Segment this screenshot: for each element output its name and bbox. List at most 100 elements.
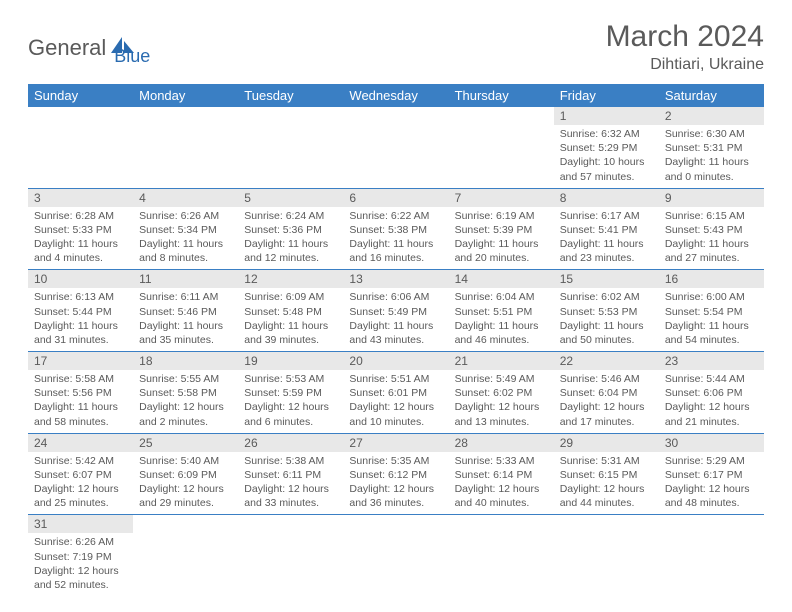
day-cell: 10Sunrise: 6:13 AMSunset: 5:44 PMDayligh…: [28, 270, 133, 352]
day-content: Sunrise: 5:46 AMSunset: 6:04 PMDaylight:…: [554, 370, 659, 433]
day-cell: 14Sunrise: 6:04 AMSunset: 5:51 PMDayligh…: [449, 270, 554, 352]
day-number: 9: [659, 189, 764, 207]
weekday-thursday: Thursday: [449, 84, 554, 107]
empty-cell: [133, 515, 238, 596]
day-cell: 17Sunrise: 5:58 AMSunset: 5:56 PMDayligh…: [28, 352, 133, 434]
day-cell: 1Sunrise: 6:32 AMSunset: 5:29 PMDaylight…: [554, 107, 659, 188]
day-number: 11: [133, 270, 238, 288]
weekday-monday: Monday: [133, 84, 238, 107]
day-content: Sunrise: 6:28 AMSunset: 5:33 PMDaylight:…: [28, 207, 133, 270]
day-content: Sunrise: 6:19 AMSunset: 5:39 PMDaylight:…: [449, 207, 554, 270]
calendar-row: 1Sunrise: 6:32 AMSunset: 5:29 PMDaylight…: [28, 107, 764, 188]
day-number: 7: [449, 189, 554, 207]
calendar-row: 31Sunrise: 6:26 AMSunset: 7:19 PMDayligh…: [28, 515, 764, 596]
day-content: Sunrise: 5:58 AMSunset: 5:56 PMDaylight:…: [28, 370, 133, 433]
day-cell: 12Sunrise: 6:09 AMSunset: 5:48 PMDayligh…: [238, 270, 343, 352]
day-number: 2: [659, 107, 764, 125]
day-cell: 30Sunrise: 5:29 AMSunset: 6:17 PMDayligh…: [659, 433, 764, 515]
day-number: 23: [659, 352, 764, 370]
day-cell: 28Sunrise: 5:33 AMSunset: 6:14 PMDayligh…: [449, 433, 554, 515]
day-content: Sunrise: 6:13 AMSunset: 5:44 PMDaylight:…: [28, 288, 133, 351]
day-number: 8: [554, 189, 659, 207]
day-number: 30: [659, 434, 764, 452]
day-cell: 15Sunrise: 6:02 AMSunset: 5:53 PMDayligh…: [554, 270, 659, 352]
day-cell: 4Sunrise: 6:26 AMSunset: 5:34 PMDaylight…: [133, 188, 238, 270]
day-content: Sunrise: 5:40 AMSunset: 6:09 PMDaylight:…: [133, 452, 238, 515]
day-content: Sunrise: 6:11 AMSunset: 5:46 PMDaylight:…: [133, 288, 238, 351]
day-cell: 26Sunrise: 5:38 AMSunset: 6:11 PMDayligh…: [238, 433, 343, 515]
logo: General Blue: [28, 28, 150, 67]
empty-cell: [343, 107, 448, 188]
day-content: Sunrise: 5:35 AMSunset: 6:12 PMDaylight:…: [343, 452, 448, 515]
day-content: Sunrise: 5:53 AMSunset: 5:59 PMDaylight:…: [238, 370, 343, 433]
day-number: 14: [449, 270, 554, 288]
calendar-row: 17Sunrise: 5:58 AMSunset: 5:56 PMDayligh…: [28, 352, 764, 434]
empty-cell: [133, 107, 238, 188]
day-number: 29: [554, 434, 659, 452]
calendar-table: Sunday Monday Tuesday Wednesday Thursday…: [28, 84, 764, 596]
day-cell: 16Sunrise: 6:00 AMSunset: 5:54 PMDayligh…: [659, 270, 764, 352]
day-number: 27: [343, 434, 448, 452]
day-number: 20: [343, 352, 448, 370]
day-cell: 27Sunrise: 5:35 AMSunset: 6:12 PMDayligh…: [343, 433, 448, 515]
day-number: 13: [343, 270, 448, 288]
weekday-tuesday: Tuesday: [238, 84, 343, 107]
empty-cell: [28, 107, 133, 188]
calendar-row: 3Sunrise: 6:28 AMSunset: 5:33 PMDaylight…: [28, 188, 764, 270]
day-cell: 23Sunrise: 5:44 AMSunset: 6:06 PMDayligh…: [659, 352, 764, 434]
day-cell: 21Sunrise: 5:49 AMSunset: 6:02 PMDayligh…: [449, 352, 554, 434]
day-content: Sunrise: 5:31 AMSunset: 6:15 PMDaylight:…: [554, 452, 659, 515]
day-content: Sunrise: 6:30 AMSunset: 5:31 PMDaylight:…: [659, 125, 764, 188]
day-number: 5: [238, 189, 343, 207]
day-number: 12: [238, 270, 343, 288]
day-cell: 22Sunrise: 5:46 AMSunset: 6:04 PMDayligh…: [554, 352, 659, 434]
logo-text-blue: Blue: [114, 46, 150, 67]
day-content: Sunrise: 5:38 AMSunset: 6:11 PMDaylight:…: [238, 452, 343, 515]
day-content: Sunrise: 6:02 AMSunset: 5:53 PMDaylight:…: [554, 288, 659, 351]
day-content: Sunrise: 5:33 AMSunset: 6:14 PMDaylight:…: [449, 452, 554, 515]
day-number: 6: [343, 189, 448, 207]
weekday-saturday: Saturday: [659, 84, 764, 107]
day-cell: 9Sunrise: 6:15 AMSunset: 5:43 PMDaylight…: [659, 188, 764, 270]
day-cell: 2Sunrise: 6:30 AMSunset: 5:31 PMDaylight…: [659, 107, 764, 188]
day-number: 28: [449, 434, 554, 452]
day-content: Sunrise: 6:22 AMSunset: 5:38 PMDaylight:…: [343, 207, 448, 270]
day-cell: 24Sunrise: 5:42 AMSunset: 6:07 PMDayligh…: [28, 433, 133, 515]
day-number: 10: [28, 270, 133, 288]
day-content: Sunrise: 6:17 AMSunset: 5:41 PMDaylight:…: [554, 207, 659, 270]
day-cell: 5Sunrise: 6:24 AMSunset: 5:36 PMDaylight…: [238, 188, 343, 270]
empty-cell: [343, 515, 448, 596]
day-content: Sunrise: 6:00 AMSunset: 5:54 PMDaylight:…: [659, 288, 764, 351]
day-number: 21: [449, 352, 554, 370]
day-content: Sunrise: 6:06 AMSunset: 5:49 PMDaylight:…: [343, 288, 448, 351]
day-cell: 8Sunrise: 6:17 AMSunset: 5:41 PMDaylight…: [554, 188, 659, 270]
empty-cell: [659, 515, 764, 596]
day-number: 24: [28, 434, 133, 452]
day-number: 25: [133, 434, 238, 452]
day-content: Sunrise: 6:32 AMSunset: 5:29 PMDaylight:…: [554, 125, 659, 188]
day-content: Sunrise: 6:26 AMSunset: 7:19 PMDaylight:…: [28, 533, 133, 596]
day-number: 19: [238, 352, 343, 370]
day-number: 1: [554, 107, 659, 125]
calendar-row: 10Sunrise: 6:13 AMSunset: 5:44 PMDayligh…: [28, 270, 764, 352]
day-cell: 18Sunrise: 5:55 AMSunset: 5:58 PMDayligh…: [133, 352, 238, 434]
day-content: Sunrise: 5:55 AMSunset: 5:58 PMDaylight:…: [133, 370, 238, 433]
title-block: March 2024 Dihtiari, Ukraine: [606, 20, 764, 74]
day-content: Sunrise: 5:44 AMSunset: 6:06 PMDaylight:…: [659, 370, 764, 433]
calendar-body: 1Sunrise: 6:32 AMSunset: 5:29 PMDaylight…: [28, 107, 764, 596]
day-content: Sunrise: 6:24 AMSunset: 5:36 PMDaylight:…: [238, 207, 343, 270]
day-content: Sunrise: 6:09 AMSunset: 5:48 PMDaylight:…: [238, 288, 343, 351]
weekday-sunday: Sunday: [28, 84, 133, 107]
day-content: Sunrise: 6:04 AMSunset: 5:51 PMDaylight:…: [449, 288, 554, 351]
day-cell: 25Sunrise: 5:40 AMSunset: 6:09 PMDayligh…: [133, 433, 238, 515]
day-cell: 11Sunrise: 6:11 AMSunset: 5:46 PMDayligh…: [133, 270, 238, 352]
empty-cell: [238, 107, 343, 188]
day-cell: 19Sunrise: 5:53 AMSunset: 5:59 PMDayligh…: [238, 352, 343, 434]
day-cell: 31Sunrise: 6:26 AMSunset: 7:19 PMDayligh…: [28, 515, 133, 596]
day-number: 3: [28, 189, 133, 207]
day-number: 15: [554, 270, 659, 288]
day-cell: 20Sunrise: 5:51 AMSunset: 6:01 PMDayligh…: [343, 352, 448, 434]
empty-cell: [554, 515, 659, 596]
calendar-row: 24Sunrise: 5:42 AMSunset: 6:07 PMDayligh…: [28, 433, 764, 515]
day-content: Sunrise: 5:49 AMSunset: 6:02 PMDaylight:…: [449, 370, 554, 433]
